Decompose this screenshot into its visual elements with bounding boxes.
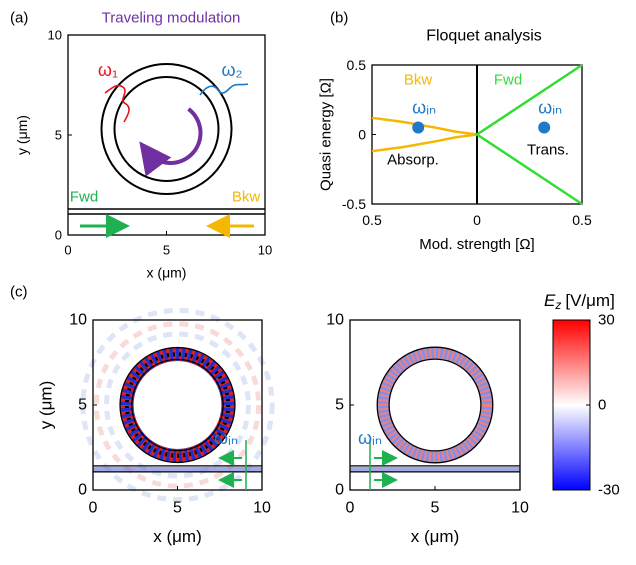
x-tick-label: 0 xyxy=(346,500,355,517)
x-tick-label: 5 xyxy=(431,500,440,517)
y-tick-label: 0 xyxy=(78,482,87,499)
annotation: ωᵢₙ xyxy=(358,428,382,448)
annotation: Trans. xyxy=(527,142,569,159)
y-tick-label: 0.5 xyxy=(347,57,367,73)
point-label: ωᵢₙ xyxy=(538,98,562,118)
colorbar-tick-label: -30 xyxy=(598,482,620,499)
y-tick-label: 0 xyxy=(55,228,62,243)
colorbar-label-part: z xyxy=(554,298,561,312)
x-axis-label: x (μm) xyxy=(411,527,460,546)
annotation: ω₂ xyxy=(221,60,242,80)
annotation: Bkw xyxy=(232,189,261,206)
panel-label: (c) xyxy=(10,284,28,301)
y-tick-label: 0 xyxy=(335,482,344,499)
annotation: Fwd xyxy=(70,189,98,206)
y-tick-label: 10 xyxy=(326,312,344,329)
panel-label: (b) xyxy=(330,10,348,27)
y-tick-label: 0 xyxy=(358,127,366,143)
y-tick-label: 10 xyxy=(69,312,87,329)
field-dots xyxy=(124,352,231,458)
x-axis-label: x (μm) xyxy=(147,265,187,281)
ring-edge xyxy=(131,358,224,452)
y-axis-label: Quasi energy [Ω] xyxy=(318,78,335,191)
x-tick-label: 0.5 xyxy=(572,212,592,228)
point xyxy=(412,121,425,134)
x-tick-label: 0 xyxy=(89,500,98,517)
panel-title: Floquet analysis xyxy=(426,28,542,45)
plot-frame xyxy=(92,319,263,491)
x-tick-label: 0 xyxy=(64,243,71,258)
pulse xyxy=(199,83,249,96)
scatter-field xyxy=(104,331,251,479)
point-label: ωᵢₙ xyxy=(412,98,436,118)
ring-inner xyxy=(113,76,220,182)
colorbar xyxy=(552,319,591,491)
colorbar-label-part: [V/μm] xyxy=(565,291,614,310)
panel-title: Traveling modulation xyxy=(102,10,241,27)
pulse xyxy=(104,84,130,123)
x-tick-label: 10 xyxy=(258,243,272,258)
ring-edge xyxy=(388,358,482,452)
y-tick-label: 10 xyxy=(48,28,62,43)
rotation-arrow xyxy=(139,107,203,177)
x-tick-label: 10 xyxy=(253,500,271,517)
y-tick-label: 5 xyxy=(78,397,87,414)
series-line xyxy=(474,63,583,206)
scatter-field xyxy=(80,307,275,503)
ring-outer xyxy=(100,63,233,195)
y-tick-label: -0.5 xyxy=(342,196,366,212)
waveguide-field xyxy=(93,466,262,472)
x-tick-label: 5 xyxy=(163,243,170,258)
series-label: Fwd xyxy=(494,72,522,89)
annotation: ωᵢₙ xyxy=(214,428,238,448)
y-axis-label: y (μm) xyxy=(14,115,30,155)
y-tick-label: 5 xyxy=(335,397,344,414)
colorbar-tick-label: 30 xyxy=(598,312,615,329)
ring-edge xyxy=(376,346,494,464)
colorbar-label-part: E xyxy=(544,291,556,310)
ring-edge xyxy=(119,346,236,464)
colorbar-label: Ez [V/μm] xyxy=(544,291,615,313)
colorbar-tick-label: 0 xyxy=(598,397,606,414)
y-axis-label: y (μm) xyxy=(37,381,56,430)
panel-label: (a) xyxy=(10,10,28,27)
x-axis-label: x (μm) xyxy=(153,527,202,546)
field-ring xyxy=(377,347,493,463)
series-line xyxy=(371,116,478,153)
x-tick-label: 0.5 xyxy=(362,212,382,228)
x-tick-label: 5 xyxy=(173,500,182,517)
scatter-field xyxy=(93,321,262,489)
x-axis-label: Mod. strength [Ω] xyxy=(419,236,534,253)
series-label: Bkw xyxy=(404,72,433,89)
annotation: ω₁ xyxy=(98,60,118,80)
y-tick-label: 5 xyxy=(55,128,62,143)
waveguide-field xyxy=(350,466,520,472)
x-tick-label: 0 xyxy=(473,212,481,228)
x-tick-label: 10 xyxy=(511,500,529,517)
point xyxy=(538,121,551,134)
annotation: Absorp. xyxy=(387,152,439,169)
